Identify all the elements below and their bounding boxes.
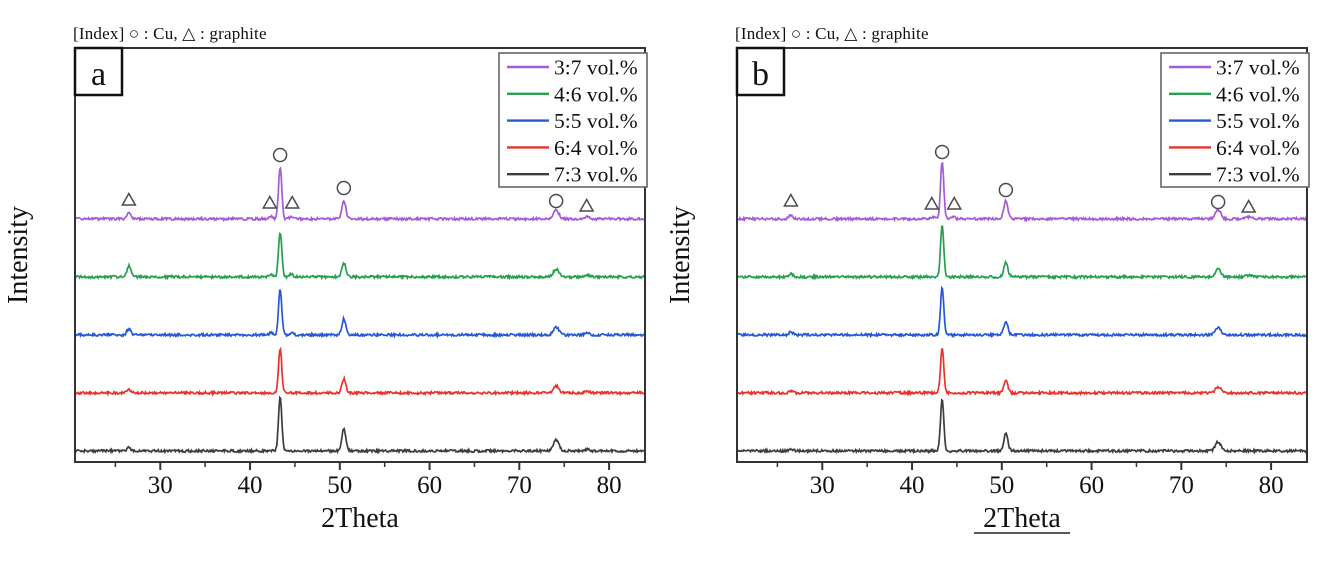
legend-label: 5:5 vol.%	[1216, 109, 1300, 133]
trace-3-7-vol-	[737, 161, 1308, 223]
x-axis-tick-label: 80	[1259, 472, 1284, 499]
peak-marker-graphite-triangle-icon	[924, 195, 940, 210]
legend-label: 4:6 vol.%	[1216, 82, 1300, 106]
legend-box: 3:7 vol.%4:6 vol.% 5:5 vol.% 6:4 vol.% 7:3 …	[498, 52, 648, 188]
x-axis-tick-label: 60	[417, 472, 442, 499]
x-axis-tick-label: 30	[810, 472, 835, 499]
peak-marker-graphite-triangle-icon	[946, 195, 963, 210]
legend-label: 3:7 vol.%	[1216, 56, 1300, 80]
x-axis-tick-label: 50	[327, 472, 352, 499]
peak-marker-cu-circle-icon	[272, 147, 288, 163]
panel-a: [Index] ○ : Cu, △ : graphite 30 40 50 60 70 8…	[0, 0, 662, 568]
trace-7-3-vol-	[736, 398, 1308, 455]
trace-5-5-vol-	[74, 289, 646, 339]
legend-label: 3:7 vol.%	[554, 56, 638, 80]
plot-frame	[74, 47, 646, 463]
x-axis-tick-label: 50	[989, 472, 1014, 499]
x-axis-title: 2Theta	[321, 503, 399, 534]
x-axis-tick-label: 40	[238, 472, 263, 499]
peak-marker-cu-circle-icon	[934, 144, 950, 160]
panel-letter: b	[752, 56, 769, 93]
y-axis-title: Intensity	[3, 206, 34, 304]
legend-label: 6:4 vol.%	[554, 136, 638, 160]
legend-label: 4:6 vol.%	[554, 82, 638, 106]
index-legend-text-b: [Index] ○ : Cu, △ : graphite	[735, 24, 929, 43]
legend-item: 7:3 vol.%	[1169, 163, 1300, 187]
x-axis-tick-label: 80	[597, 472, 622, 499]
peak-marker-graphite-triangle-icon	[1240, 198, 1257, 213]
legend-item: 7:3 vol.%	[507, 163, 638, 187]
trace-6-4-vol-	[736, 348, 1307, 397]
legend-box: 3:7 vol.%4:6 vol.% 5:5 vol.% 6:4 vol.% 7:3 …	[1160, 52, 1310, 188]
legend-item: 3:7 vol.%	[507, 56, 638, 80]
legend-item: 5:5 vol.%	[1169, 109, 1300, 133]
x-axis-tick-label: 30	[148, 472, 173, 499]
peak-marker-graphite-triangle-icon	[284, 194, 301, 209]
trace-4-6-vol-	[74, 232, 646, 281]
peak-marker-graphite-triangle-icon	[262, 194, 278, 209]
x-axis-title: 2Theta	[983, 503, 1061, 534]
peak-marker-cu-circle-icon	[336, 180, 352, 196]
peak-marker-cu-circle-icon	[548, 193, 564, 209]
x-axis-tick-label: 70	[1169, 472, 1194, 499]
trace-7-3-vol-	[74, 395, 646, 455]
legend-item: 5:5 vol.%	[507, 109, 638, 133]
index-legend-text-a: [Index] ○ : Cu, △ : graphite	[73, 24, 267, 43]
legend-label: 7:3 vol.%	[1216, 163, 1300, 187]
panel-letter: a	[91, 56, 106, 93]
trace-6-4-vol-	[74, 346, 646, 397]
y-axis-title: Intensity	[665, 206, 696, 304]
trace-4-6-vol-	[736, 225, 1308, 281]
panel-b: [Index] ○ : Cu, △ : graphite 30 40 50 60 70 8…	[662, 0, 1341, 568]
legend-label: 6:4 vol.%	[1216, 136, 1300, 160]
x-axis-tick-label: 60	[1079, 472, 1104, 499]
x-axis-tick-label: 40	[900, 472, 925, 499]
peak-marker-graphite-triangle-icon	[783, 192, 799, 207]
xrd-chart-a: 30 40 50 60 70 80 2Theta Intensity 3:7 vol.%4:6 …	[3, 46, 648, 534]
peak-marker-cu-circle-icon	[998, 182, 1014, 198]
peak-marker-graphite-triangle-icon	[578, 197, 595, 212]
x-axis-tick-label: 70	[507, 472, 532, 499]
legend-item: 6:4 vol.%	[507, 136, 638, 160]
legend-item: 4:6 vol.%	[507, 82, 638, 106]
legend-item: 4:6 vol.%	[1169, 82, 1300, 106]
trace-5-5-vol-	[736, 285, 1308, 339]
peak-marker-cu-circle-icon	[1210, 194, 1226, 210]
plot-frame	[736, 47, 1308, 463]
xrd-chart-b: 30 40 50 60 70 80 2Theta Intensity 3:7 vol.%4:6 …	[665, 46, 1310, 534]
peak-marker-graphite-triangle-icon	[121, 191, 137, 206]
legend-item: 6:4 vol.%	[1169, 136, 1300, 160]
legend-label: 7:3 vol.%	[554, 163, 638, 187]
legend-item: 3:7 vol.%	[1169, 56, 1300, 80]
panel-letter-box	[73, 46, 124, 97]
panel-letter-box	[735, 46, 786, 97]
trace-3-7-vol-	[74, 166, 646, 223]
legend-label: 5:5 vol.%	[554, 109, 638, 133]
